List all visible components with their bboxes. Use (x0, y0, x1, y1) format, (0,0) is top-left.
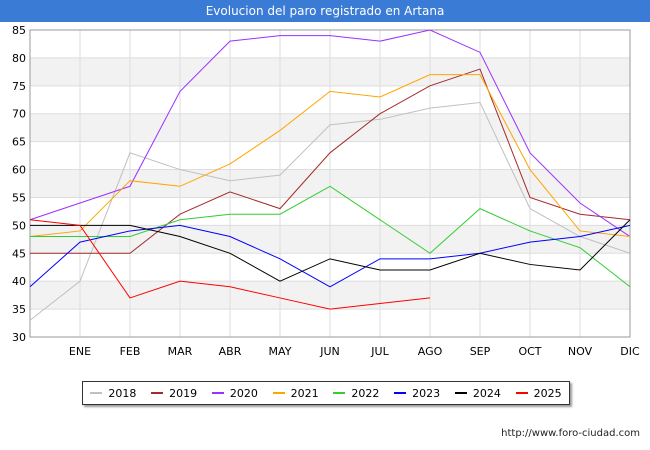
legend-item-2023: 2023 (394, 387, 440, 400)
legend-label: 2024 (472, 386, 501, 400)
y-tick-label: 85 (12, 24, 26, 37)
series-line-2020 (29, 29, 631, 237)
x-tick-label: AGO (418, 345, 443, 358)
series-line-2024 (30, 219, 631, 282)
y-tick-label: 75 (12, 80, 26, 93)
legend-swatch (151, 392, 164, 394)
legend-item-2018: 2018 (90, 387, 136, 400)
legend-item-2022: 2022 (333, 387, 379, 400)
x-tick-label: FEB (120, 345, 141, 358)
legend-label: 2019 (169, 386, 198, 400)
x-tick-label: OCT (518, 345, 541, 358)
legend-label: 2018 (108, 386, 137, 400)
legend-swatch (211, 392, 224, 394)
legend-label: 2025 (533, 386, 562, 400)
x-tick-label: ENE (69, 345, 91, 358)
x-tick-label: MAR (168, 345, 193, 358)
legend-item-2025: 2025 (515, 386, 562, 400)
y-tick-label: 50 (12, 219, 26, 232)
legend-swatch (515, 392, 528, 394)
line-chart: 30 35 40 45 50 55 60 65 70 75 80 85 ENE FEB MAR ABR MAY J… (12, 24, 640, 358)
legend-swatch (272, 392, 285, 394)
y-tick-label: 45 (12, 247, 26, 260)
series-line-2018 (29, 102, 631, 321)
legend-item-2021: 2021 (272, 386, 319, 400)
series-line-2022 (30, 185, 631, 288)
legend-label: 2023 (412, 386, 441, 400)
plot-frame (29, 29, 631, 338)
y-tick-label: 65 (12, 136, 26, 149)
source-url: http://www.foro-ciudad.com (501, 428, 640, 439)
legend-swatch (454, 392, 467, 394)
legend-swatch (394, 392, 407, 394)
y-tick-label: 60 (12, 164, 26, 177)
legend: 2018 2019 2020 2021 2022 2023 2024 2025 (82, 381, 570, 405)
y-tick-label: 55 (12, 191, 26, 204)
y-tick-label: 35 (12, 303, 26, 316)
chart-title: Evolucion del paro registrado en Artana (0, 0, 650, 22)
series-line-2021 (29, 74, 631, 238)
y-tick-label: 70 (12, 108, 26, 121)
y-tick-label: 80 (12, 52, 26, 65)
y-tick-label: 30 (12, 331, 26, 344)
legend-swatch (90, 392, 103, 394)
legend-label: 2020 (229, 386, 258, 400)
x-tick-label: SEP (470, 345, 491, 358)
legend-item-2020: 2020 (211, 386, 258, 400)
x-tick-label: MAY (269, 345, 292, 358)
x-tick-label: JUN (319, 345, 340, 358)
series-line-2019 (30, 68, 631, 254)
x-tick-label: ABR (219, 345, 242, 358)
legend-item-2019: 2019 (151, 387, 197, 400)
x-tick-label: NOV (568, 345, 593, 358)
legend-label: 2021 (290, 386, 319, 400)
x-tick-label: DIC (620, 345, 640, 358)
x-tick-label: JUL (370, 345, 389, 358)
legend-swatch (333, 392, 346, 394)
series-line-2025 (29, 219, 431, 310)
series-line-2023 (29, 224, 631, 288)
legend-label: 2022 (351, 386, 380, 400)
legend-item-2024: 2024 (454, 386, 501, 400)
y-tick-label: 40 (12, 275, 26, 288)
